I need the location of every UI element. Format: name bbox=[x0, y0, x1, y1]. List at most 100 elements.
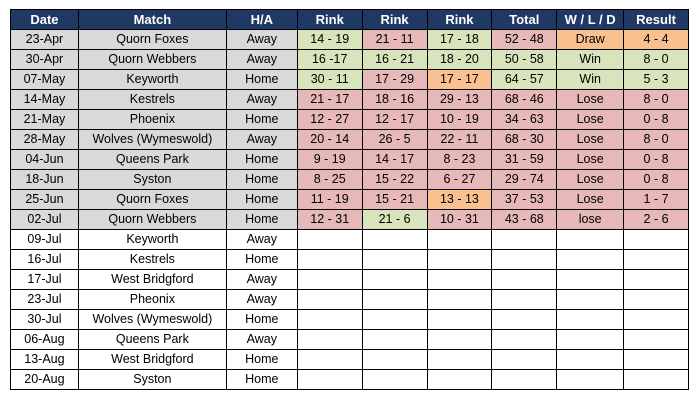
cell-result bbox=[623, 249, 689, 270]
cell-win-lose-draw bbox=[556, 269, 625, 290]
cell-rink-2: 16 - 21 bbox=[361, 49, 428, 70]
cell-result: 1 - 7 bbox=[623, 189, 689, 210]
header-row: Date Match H/A Rink Rink Rink Total W / … bbox=[10, 9, 689, 30]
cell-match: Keyworth bbox=[77, 229, 227, 250]
header-result: Result bbox=[623, 9, 689, 30]
table-row: 23-Apr Quorn Foxes Away 14 - 19 21 - 11 17 - … bbox=[10, 29, 689, 50]
cell-rink-2: 26 - 5 bbox=[361, 129, 428, 150]
cell-match: Quorn Foxes bbox=[77, 189, 227, 210]
cell-rink-2 bbox=[361, 369, 428, 390]
cell-rink-3 bbox=[426, 309, 493, 330]
cell-win-lose-draw bbox=[556, 289, 625, 310]
cell-rink-2: 15 - 22 bbox=[361, 169, 428, 190]
cell-home-away: Away bbox=[225, 49, 298, 70]
cell-result bbox=[623, 309, 689, 330]
cell-result bbox=[623, 229, 689, 250]
cell-rink-1: 12 - 31 bbox=[296, 209, 363, 230]
cell-home-away: Home bbox=[225, 69, 298, 90]
cell-rink-1: 20 - 14 bbox=[296, 129, 363, 150]
cell-total: 52 - 48 bbox=[491, 29, 558, 50]
table-row: 16-Jul Kestrels Home bbox=[10, 249, 689, 270]
cell-match: West Bridgford bbox=[77, 269, 227, 290]
header-home-away: H/A bbox=[225, 9, 298, 30]
cell-total: 31 - 59 bbox=[491, 149, 558, 170]
cell-date: 23-Jul bbox=[10, 289, 79, 310]
cell-date: 17-Jul bbox=[10, 269, 79, 290]
table-row: 30-Apr Quorn Webbers Away 16 -17 16 - 21 18 -… bbox=[10, 49, 689, 70]
table-row: 21-May Phoenix Home 12 - 27 12 - 17 10 - 19 34… bbox=[10, 109, 689, 130]
table-row: 13-Aug West Bridgford Home bbox=[10, 349, 689, 370]
header-rink-3: Rink bbox=[426, 9, 493, 30]
cell-home-away: Away bbox=[225, 269, 298, 290]
cell-rink-3: 10 - 31 bbox=[426, 209, 493, 230]
table-row: 18-Jun Syston Home 8 - 25 15 - 22 6 - 27 29 - … bbox=[10, 169, 689, 190]
table-row: 23-Jul Pheonix Away bbox=[10, 289, 689, 310]
cell-win-lose-draw: lose bbox=[556, 209, 625, 230]
cell-total bbox=[491, 349, 558, 370]
cell-rink-2 bbox=[361, 249, 428, 270]
cell-date: 30-Jul bbox=[10, 309, 79, 330]
cell-home-away: Home bbox=[225, 209, 298, 230]
cell-rink-3 bbox=[426, 349, 493, 370]
cell-rink-1 bbox=[296, 249, 363, 270]
cell-rink-3: 29 - 13 bbox=[426, 89, 493, 110]
cell-result: 0 - 8 bbox=[623, 109, 689, 130]
cell-date: 07-May bbox=[10, 69, 79, 90]
cell-total bbox=[491, 329, 558, 350]
cell-date: 02-Jul bbox=[10, 209, 79, 230]
cell-rink-2: 14 - 17 bbox=[361, 149, 428, 170]
cell-total: 29 - 74 bbox=[491, 169, 558, 190]
cell-total bbox=[491, 229, 558, 250]
cell-match: Pheonix bbox=[77, 289, 227, 310]
cell-rink-3 bbox=[426, 289, 493, 310]
cell-home-away: Home bbox=[225, 369, 298, 390]
cell-date: 13-Aug bbox=[10, 349, 79, 370]
cell-result bbox=[623, 289, 689, 310]
cell-total: 43 - 68 bbox=[491, 209, 558, 230]
cell-match: Queens Park bbox=[77, 149, 227, 170]
cell-match: Queens Park bbox=[77, 329, 227, 350]
cell-rink-3: 17 - 17 bbox=[426, 69, 493, 90]
cell-date: 04-Jun bbox=[10, 149, 79, 170]
cell-home-away: Home bbox=[225, 309, 298, 330]
cell-result bbox=[623, 349, 689, 370]
cell-rink-2 bbox=[361, 229, 428, 250]
table-row: 06-Aug Queens Park Away bbox=[10, 329, 689, 350]
cell-rink-3 bbox=[426, 369, 493, 390]
cell-rink-1 bbox=[296, 349, 363, 370]
cell-result: 2 - 6 bbox=[623, 209, 689, 230]
cell-win-lose-draw bbox=[556, 329, 625, 350]
table-row: 04-Jun Queens Park Home 9 - 19 14 - 17 8 - 23… bbox=[10, 149, 689, 170]
cell-rink-1 bbox=[296, 309, 363, 330]
cell-home-away: Away bbox=[225, 229, 298, 250]
cell-total: 68 - 46 bbox=[491, 89, 558, 110]
cell-total: 64 - 57 bbox=[491, 69, 558, 90]
header-rink-2: Rink bbox=[361, 9, 428, 30]
cell-home-away: Home bbox=[225, 149, 298, 170]
cell-rink-2: 21 - 11 bbox=[361, 29, 428, 50]
cell-rink-2: 18 - 16 bbox=[361, 89, 428, 110]
header-win-lose-draw: W / L / D bbox=[556, 9, 625, 30]
cell-win-lose-draw bbox=[556, 249, 625, 270]
cell-rink-2 bbox=[361, 269, 428, 290]
cell-rink-3: 8 - 23 bbox=[426, 149, 493, 170]
cell-rink-2: 17 - 29 bbox=[361, 69, 428, 90]
cell-total bbox=[491, 269, 558, 290]
cell-home-away: Away bbox=[225, 89, 298, 110]
cell-rink-1 bbox=[296, 329, 363, 350]
cell-win-lose-draw: Lose bbox=[556, 189, 625, 210]
cell-win-lose-draw bbox=[556, 349, 625, 370]
cell-rink-2 bbox=[361, 309, 428, 330]
cell-date: 25-Jun bbox=[10, 189, 79, 210]
cell-rink-3 bbox=[426, 329, 493, 350]
cell-win-lose-draw: Draw bbox=[556, 29, 625, 50]
cell-win-lose-draw: Win bbox=[556, 49, 625, 70]
cell-rink-2: 15 - 21 bbox=[361, 189, 428, 210]
cell-rink-1: 8 - 25 bbox=[296, 169, 363, 190]
cell-rink-3: 22 - 11 bbox=[426, 129, 493, 150]
table-row: 07-May Keyworth Home 30 - 11 17 - 29 17 - 17 6… bbox=[10, 69, 689, 90]
cell-result bbox=[623, 329, 689, 350]
cell-win-lose-draw bbox=[556, 369, 625, 390]
cell-match: Quorn Webbers bbox=[77, 49, 227, 70]
cell-total: 50 - 58 bbox=[491, 49, 558, 70]
